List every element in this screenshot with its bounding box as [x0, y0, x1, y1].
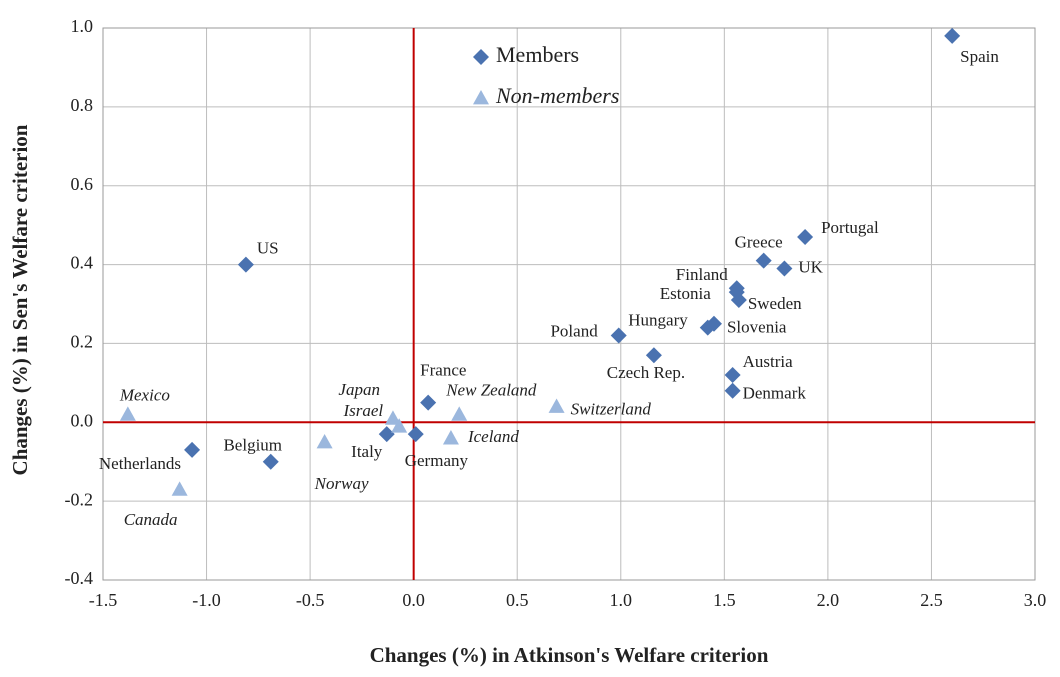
point — [378, 426, 395, 443]
point — [645, 347, 662, 364]
point-label: UK — [798, 257, 823, 276]
point — [705, 315, 722, 332]
point-label: Sweden — [748, 294, 802, 313]
x-tick-label: -1.5 — [89, 590, 118, 610]
x-tick-label: 0.5 — [506, 590, 529, 610]
y-tick-label: 0.2 — [71, 332, 94, 352]
point-label: Czech Rep. — [607, 363, 685, 382]
y-tick-label: 1.0 — [71, 16, 94, 36]
point — [119, 406, 136, 421]
y-tick-label: -0.4 — [65, 568, 94, 588]
x-tick-label: -1.0 — [192, 590, 221, 610]
point-label: Hungary — [628, 311, 688, 330]
point — [730, 292, 747, 309]
point-label: Mexico — [119, 385, 170, 404]
point-label: Poland — [550, 321, 598, 340]
point — [184, 441, 201, 458]
x-tick-label: 0.0 — [402, 590, 425, 610]
x-axis-title: Changes (%) in Atkinson's Welfare criter… — [370, 643, 769, 667]
point-label: Switzerland — [571, 399, 652, 418]
point — [171, 481, 188, 496]
point — [797, 228, 814, 245]
point-label: US — [257, 238, 279, 257]
point — [724, 382, 741, 399]
point — [610, 327, 627, 344]
x-tick-label: 1.5 — [713, 590, 736, 610]
point — [407, 426, 424, 443]
point-label: Slovenia — [727, 318, 787, 337]
point — [548, 398, 565, 413]
point-label: Portugal — [821, 218, 879, 237]
x-tick-label: 3.0 — [1024, 590, 1047, 610]
point-label: Iceland — [467, 427, 519, 446]
x-tick-label: 2.5 — [920, 590, 943, 610]
point-label: Spain — [960, 47, 999, 66]
point-label: Austria — [743, 352, 794, 371]
y-tick-label: 0.8 — [71, 95, 94, 115]
point — [384, 410, 401, 425]
point-label: Japan — [338, 380, 380, 399]
point-label: Finland — [676, 265, 728, 284]
y-tick-label: 0.6 — [71, 174, 94, 194]
point — [776, 260, 793, 277]
point — [944, 27, 961, 44]
x-tick-label: -0.5 — [296, 590, 325, 610]
point — [724, 366, 741, 383]
y-tick-label: 0.0 — [71, 410, 94, 430]
x-tick-label: 1.0 — [610, 590, 633, 610]
point-label: Germany — [405, 451, 469, 470]
plot-border — [102, 27, 1036, 581]
point-label: Estonia — [660, 284, 711, 303]
point-label: New Zealand — [445, 380, 537, 399]
point-label: Italy — [351, 442, 383, 461]
point — [237, 256, 254, 273]
point — [262, 453, 279, 470]
point — [420, 394, 437, 411]
point — [755, 252, 772, 269]
point-label: Denmark — [743, 384, 807, 403]
point — [451, 406, 468, 421]
point-label: Israel — [342, 401, 383, 420]
legend-marker — [473, 49, 489, 65]
y-tick-label: -0.2 — [65, 489, 94, 509]
legend-label: Non-members — [495, 83, 619, 108]
y-axis-title: Changes (%) in Sen's Welfare criterion — [8, 124, 32, 475]
point-label: Belgium — [223, 436, 282, 455]
point-label: France — [420, 360, 466, 379]
x-tick-label: 2.0 — [817, 590, 840, 610]
point-label: Netherlands — [99, 454, 181, 473]
point-label: Greece — [735, 233, 783, 252]
legend-marker — [473, 90, 489, 105]
point — [316, 434, 333, 449]
point — [391, 418, 408, 433]
point-label: Norway — [314, 474, 369, 493]
point-label: Canada — [124, 510, 178, 529]
y-tick-label: 0.4 — [71, 253, 94, 273]
point — [442, 430, 459, 445]
legend-label: Members — [496, 42, 579, 67]
